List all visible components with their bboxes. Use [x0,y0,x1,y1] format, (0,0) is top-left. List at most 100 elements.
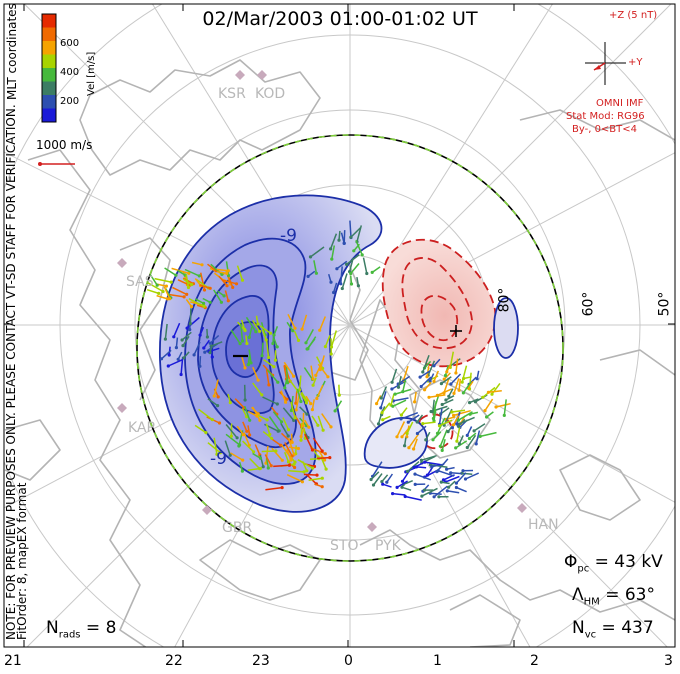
velocity-vector-origin [454,481,458,485]
velocity-vector [164,267,177,276]
velocity-vector-origin [276,429,280,433]
colorbar-label: Vel [m/s] [86,51,97,96]
velocity-vector [456,426,461,442]
velocity-vector [416,466,427,469]
velocity-vector [301,314,308,330]
velocity-vector [475,430,481,445]
velocity-vector [236,425,244,436]
velocity-vector [283,361,295,377]
velocity-vector-origin [219,300,223,304]
velocity-vector [261,342,264,356]
reference-vector-label: 1000 m/s [36,138,93,152]
velocity-vector-origin [222,294,226,298]
velocity-vector [372,473,383,486]
velocity-vector [163,286,171,300]
velocity-vector-origin [447,394,451,398]
velocity-vector [424,461,441,466]
velocity-vector-origin [457,388,461,392]
velocity-vector-origin [432,495,436,499]
velocity-vector [355,240,363,256]
velocity-vector [265,486,283,491]
velocity-vector [421,487,438,497]
velocity-vector [405,495,422,501]
velocity-vector-origin [167,353,171,357]
velocity-vector [443,377,450,394]
velocity-vector-origin [188,322,192,326]
velocity-vector-origin [381,418,385,422]
velocity-vector [265,423,271,435]
velocity-vector-origin [271,341,275,346]
velocity-vector-origin [396,385,401,389]
station-kap: KAP [128,420,155,436]
velocity-vector-origin [246,363,250,367]
velocity-vector-origin [240,278,245,282]
velocity-vector-origin [268,432,272,436]
velocity-vector [451,409,466,413]
velocity-vector-origin [381,482,385,486]
contour-label-lower: -9 [210,449,227,469]
velocity-vector [259,325,271,334]
velocity-vector [402,480,413,486]
colorbar-segment [42,41,56,55]
velocity-vector [350,227,362,238]
velocity-vector [248,326,253,338]
velocity-vector-origin [243,366,247,370]
velocity-vector [414,473,431,481]
velocity-vector [199,284,211,290]
velocity-vector-origin [185,326,189,330]
velocity-vector [341,273,348,289]
velocity-vector-origin [301,424,305,428]
velocity-vector-origin [280,458,284,462]
velocity-vector [175,337,179,348]
velocity-vector [156,294,168,300]
latitude-label-60: 60° [580,291,597,317]
velocity-vector-origin [439,382,443,386]
velocity-vector-origin [292,374,296,378]
velocity-vector [284,442,293,457]
velocity-vector-origin [225,271,229,275]
velocity-vector-origin [326,375,330,379]
velocity-vector-origin [485,415,489,419]
velocity-vector [243,405,251,421]
velocity-vector [296,388,302,402]
velocity-vector-origin [240,469,244,473]
velocity-vector-origin [248,418,252,422]
velocity-vector-origin [293,326,297,330]
velocity-vector [473,423,486,432]
velocity-vector [430,492,442,496]
velocity-vector [311,399,315,410]
mlt-tick-0: 0 [344,653,353,669]
station-ksr: KSR [218,86,246,102]
velocity-vector [262,396,278,405]
velocity-vector [191,261,203,266]
velocity-vector [316,384,324,399]
velocity-vector [453,378,460,394]
velocity-vector [266,369,279,383]
velocity-vector [440,376,452,385]
velocity-vector [251,406,261,421]
velocity-vector-origin [165,297,170,301]
velocity-vector [430,463,448,469]
velocity-vector [263,358,275,368]
station-han: HAN [528,517,559,533]
velocity-vector-origin [286,381,290,385]
velocity-vector [189,308,192,324]
velocity-vector [319,355,325,370]
velocity-vector-origin [208,286,212,290]
velocity-vector-origin [412,465,416,469]
stat-n-vc: Nvc = 437 [572,618,654,641]
velocity-vector [380,391,387,409]
velocity-vector-origin [292,418,296,422]
velocity-vector-origin [286,460,291,464]
negative-potential-satellite [493,297,519,359]
velocity-vector [402,365,409,381]
velocity-vector [495,402,511,408]
velocity-vector [386,473,394,483]
velocity-vector-origin [437,424,442,428]
velocity-vector-origin [463,477,468,481]
velocity-vector-origin [267,355,271,360]
velocity-vector [182,278,193,286]
velocity-vector-origin [443,373,448,378]
velocity-vector-origin [210,355,214,359]
velocity-vector-origin [320,449,324,453]
